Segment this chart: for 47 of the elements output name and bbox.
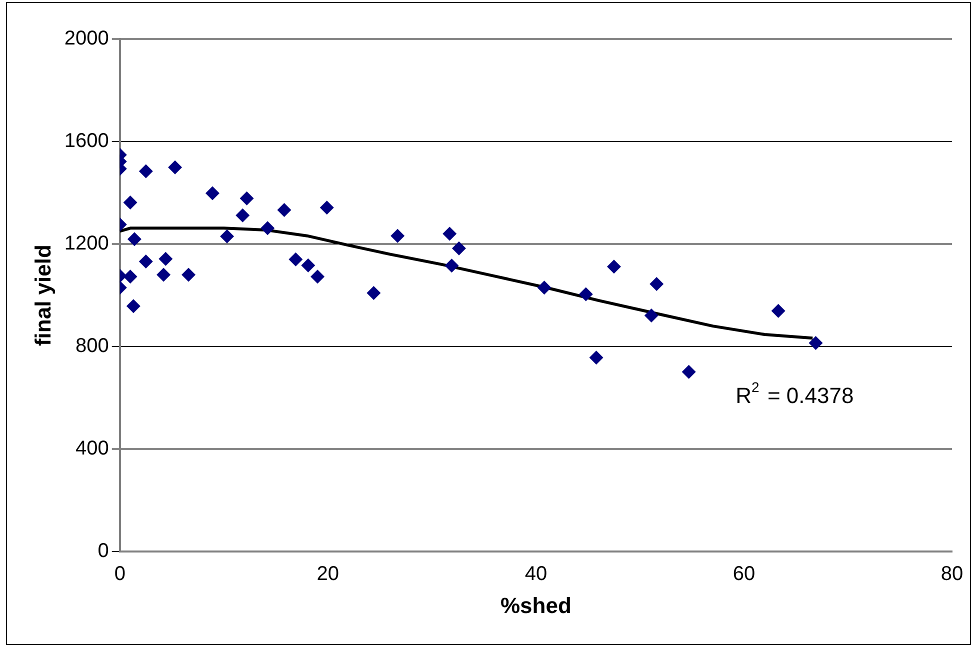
point xyxy=(808,336,823,350)
point xyxy=(452,241,466,256)
point xyxy=(236,208,250,222)
y-tick-label: 0 xyxy=(98,540,109,562)
y-tick-label: 1200 xyxy=(64,232,109,255)
point xyxy=(589,350,604,365)
x-axis-title: %shed xyxy=(500,592,572,618)
point xyxy=(138,254,153,268)
x-tick-label: 80 xyxy=(940,563,964,586)
y-tick-label: 1600 xyxy=(64,130,109,152)
y-tick-label: 800 xyxy=(76,335,109,358)
y-tick-label: 2000 xyxy=(64,28,109,50)
point xyxy=(537,280,552,295)
point xyxy=(123,196,138,210)
point xyxy=(240,191,254,206)
point xyxy=(158,252,173,266)
point xyxy=(126,299,140,314)
point xyxy=(260,221,275,236)
y-tick-label: 400 xyxy=(76,438,109,460)
x-tick-label: 40 xyxy=(524,563,548,586)
point xyxy=(578,287,593,302)
x-tick-label: 60 xyxy=(732,563,756,586)
point xyxy=(310,270,325,284)
point xyxy=(127,232,142,246)
point xyxy=(650,277,664,292)
point xyxy=(123,270,138,284)
point xyxy=(644,308,658,323)
point xyxy=(442,226,457,241)
point xyxy=(138,164,153,178)
point xyxy=(205,186,220,200)
point xyxy=(606,260,621,274)
point xyxy=(320,200,334,215)
point xyxy=(366,286,381,300)
point xyxy=(288,252,303,266)
point xyxy=(277,202,292,217)
point xyxy=(444,258,459,273)
point xyxy=(168,160,182,174)
y-axis-title: final yield xyxy=(30,244,56,346)
x-tick-label: 0 xyxy=(114,563,126,586)
x-tick-label: 20 xyxy=(316,563,340,586)
point xyxy=(220,229,234,244)
point xyxy=(156,268,171,282)
point xyxy=(771,304,786,318)
point xyxy=(182,268,196,282)
point xyxy=(301,258,316,272)
point xyxy=(682,364,696,379)
point xyxy=(390,228,405,243)
